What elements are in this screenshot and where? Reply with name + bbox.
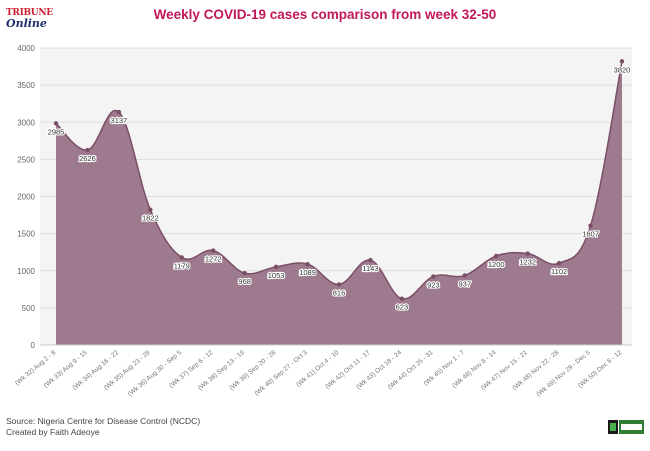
data-point: [305, 261, 310, 267]
data-point: [494, 253, 499, 259]
data-label: 1102: [551, 267, 567, 276]
x-tick-label: (Wk 49) Nov 29 - Dec 5: [535, 349, 592, 398]
x-tick-label: (Wk 40) Sep 27 - Oct 3: [253, 349, 309, 397]
data-point: [211, 248, 216, 253]
data-label: 1143: [362, 264, 378, 273]
data-label: 1232: [519, 258, 536, 267]
y-axis: 0 500 1000 1500 2000 2500 3000 3500 4000: [17, 44, 35, 350]
data-point: [399, 296, 405, 301]
data-labels: 2985 2626 3137 1822 1179 1272 968 1053 1089 816 11…: [47, 64, 632, 313]
data-points: [53, 59, 625, 301]
data-point: [148, 207, 153, 212]
data-label: 937: [459, 279, 472, 288]
data-point: [619, 59, 625, 64]
data-point: [116, 109, 122, 115]
data-point: [53, 121, 59, 126]
y-tick-label: 3000: [17, 118, 35, 127]
data-point: [431, 274, 436, 279]
data-point: [336, 282, 342, 287]
data-label: 1089: [299, 268, 316, 277]
data-point: [242, 270, 247, 276]
data-label: 3137: [111, 116, 128, 125]
logo-line-2: Online: [6, 17, 47, 30]
footer: Source: Nigeria Centre for Disease Contr…: [6, 416, 200, 438]
data-label: 1607: [582, 230, 599, 239]
data-point: [85, 147, 90, 153]
y-tick-label: 2000: [17, 193, 35, 202]
credit-note: Created by Faith Adeoye: [6, 427, 100, 437]
data-point: [525, 251, 530, 256]
brand-badge-icon: [608, 420, 644, 434]
data-label: 968: [238, 277, 251, 286]
tribune-online-logo: TRIBUNE Online: [6, 8, 53, 38]
x-tick-label: (Wk 36) Aug 30 - Sep 5: [127, 349, 184, 398]
y-tick-label: 1500: [17, 230, 35, 239]
data-label: 623: [396, 303, 409, 312]
data-point: [179, 255, 184, 260]
data-point: [588, 223, 593, 228]
series-area: [56, 61, 622, 346]
y-tick-label: 3500: [17, 81, 35, 90]
data-label: 3820: [614, 65, 631, 74]
logo-line-1: TRIBUNE: [6, 8, 53, 18]
chart-title: Weekly COVID-19 cases comparison from we…: [153, 7, 497, 22]
data-label: 1179: [174, 261, 190, 270]
y-tick-label: 2500: [17, 155, 35, 164]
y-tick-label: 4000: [17, 44, 35, 53]
data-label: 2626: [79, 154, 96, 163]
data-label: 1053: [268, 271, 285, 280]
data-label: 1272: [205, 255, 222, 264]
x-axis: (Wk 32) Aug 2 - 8(Wk 33) Aug 9 - 15(Wk 3…: [14, 344, 632, 398]
data-point: [368, 257, 373, 263]
data-point: [462, 273, 467, 278]
source-note: Source: Nigeria Centre for Disease Contr…: [6, 416, 201, 426]
y-tick-label: 0: [31, 341, 36, 350]
data-label: 2985: [48, 127, 65, 136]
data-point: [273, 264, 279, 270]
data-label: 816: [333, 288, 346, 297]
data-label: 923: [427, 280, 440, 289]
y-tick-label: 500: [22, 304, 36, 313]
y-tick-label: 1000: [17, 267, 35, 276]
data-label: 1200: [488, 260, 505, 269]
data-point: [556, 260, 562, 266]
data-label: 1822: [142, 214, 159, 223]
